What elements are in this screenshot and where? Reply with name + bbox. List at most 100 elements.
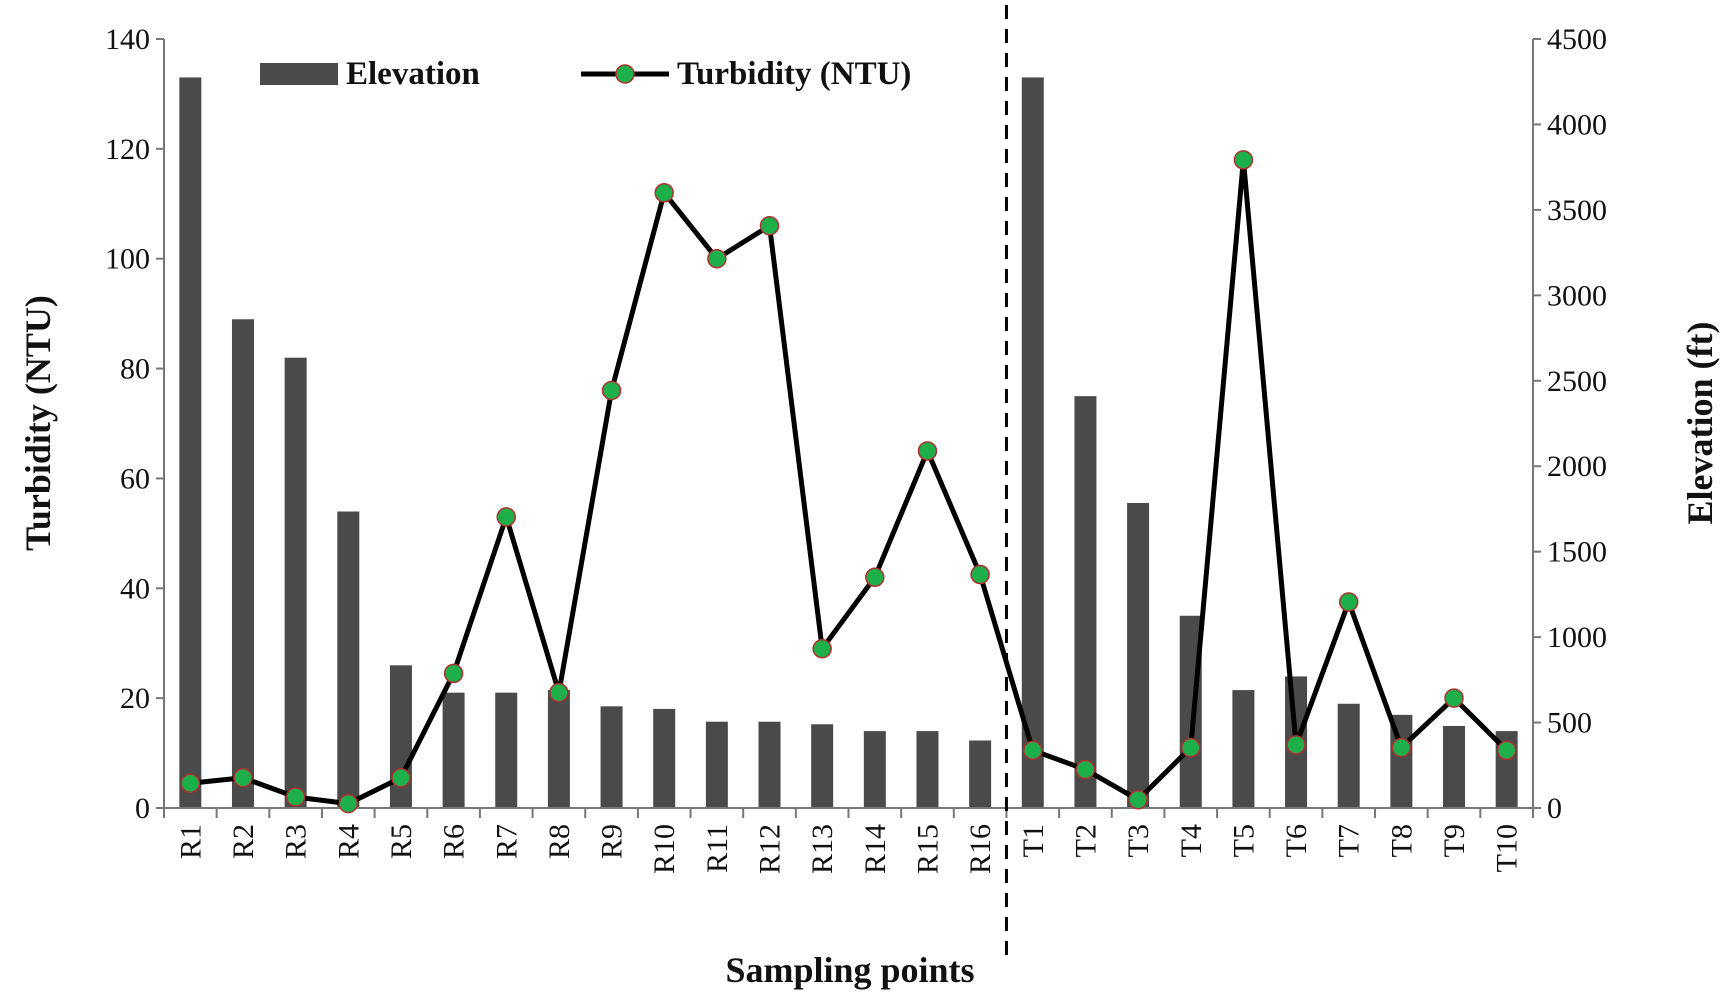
x-tick-label: T2 xyxy=(1069,824,1102,857)
x-tick-label: R3 xyxy=(280,824,313,859)
marker-T1 xyxy=(1023,740,1043,761)
marker-R3 xyxy=(285,787,306,807)
y-left-tick-label: 40 xyxy=(120,572,150,605)
marker-T9 xyxy=(1444,688,1464,708)
legend-elevation-label: Elevation xyxy=(346,56,480,92)
x-tick-label: R12 xyxy=(754,824,787,874)
x-tick-label: T3 xyxy=(1122,824,1155,857)
x-tick-label: R14 xyxy=(859,824,892,874)
x-tick-label: T7 xyxy=(1333,824,1366,857)
marker-T6 xyxy=(1286,735,1306,755)
marker-R14 xyxy=(865,567,885,588)
x-axis-title: Sampling points xyxy=(725,950,974,990)
x-tick-label: T10 xyxy=(1491,824,1524,872)
marker-R13 xyxy=(812,638,832,659)
y-right-tick-label: 3000 xyxy=(1547,279,1607,312)
y-right-tick-label: 4500 xyxy=(1547,23,1607,56)
marker-T2 xyxy=(1075,759,1096,780)
marker-T4 xyxy=(1181,737,1201,758)
bar-R9 xyxy=(600,706,623,808)
y-left-tick-label: 0 xyxy=(135,792,150,825)
bar-R6 xyxy=(442,692,465,808)
marker-R8 xyxy=(549,682,569,703)
y-right-tick-label: 4000 xyxy=(1547,108,1607,141)
bar-R14 xyxy=(863,731,886,808)
bar-R3 xyxy=(284,357,307,808)
x-tick-label: T4 xyxy=(1175,824,1208,857)
marker-R11 xyxy=(707,248,727,269)
bar-R12 xyxy=(758,721,781,808)
x-tick-label: R6 xyxy=(438,824,471,859)
y-left-tick-label: 100 xyxy=(105,243,150,276)
marker-T7 xyxy=(1338,592,1359,612)
marker-R12 xyxy=(759,216,780,236)
legend: Elevation Turbidity (NTU) xyxy=(260,56,911,92)
axes: 0 20 40 60 80 100 120 140 0 500 1000 1500 2000 2500 30… xyxy=(105,5,1607,960)
x-tick-label: T5 xyxy=(1227,824,1260,857)
y-right-tick-label: 0 xyxy=(1547,792,1562,825)
bar-R13 xyxy=(811,724,834,808)
bar-R11 xyxy=(705,721,728,808)
marker-R6 xyxy=(443,663,464,684)
legend-turbidity-label: Turbidity (NTU) xyxy=(677,56,911,92)
elevation-bars xyxy=(179,77,1518,808)
marker-T10 xyxy=(1496,740,1517,761)
x-tick-label: R5 xyxy=(385,824,418,859)
bar-T9 xyxy=(1443,725,1466,808)
x-tick-label: T9 xyxy=(1438,824,1471,857)
legend-elevation-swatch xyxy=(260,63,338,85)
y-left-tick-label: 120 xyxy=(105,133,150,166)
x-tick-label: R15 xyxy=(911,824,944,874)
marker-T8 xyxy=(1391,737,1412,758)
bar-R15 xyxy=(916,731,939,808)
x-tick-label: R10 xyxy=(648,824,681,874)
y-right-tick-label: 1000 xyxy=(1547,621,1607,654)
bar-T5 xyxy=(1232,690,1255,808)
turbidity-polyline xyxy=(190,157,1509,807)
marker-R7 xyxy=(496,507,516,527)
x-tick-label: T1 xyxy=(1017,824,1050,857)
bar-R10 xyxy=(653,708,676,808)
bar-R2 xyxy=(231,319,254,808)
marker-R10 xyxy=(654,183,674,203)
x-tick-label: R9 xyxy=(596,824,629,859)
marker-R5 xyxy=(391,768,411,788)
x-tick-label: T6 xyxy=(1280,824,1313,857)
bar-R7 xyxy=(495,692,518,808)
x-tick-label: T8 xyxy=(1385,824,1418,857)
marker-R9 xyxy=(601,380,622,401)
x-tick-label: R16 xyxy=(964,824,997,874)
x-tick-label: R4 xyxy=(332,824,365,859)
bar-T7 xyxy=(1337,703,1360,808)
y-right-tick-label: 1500 xyxy=(1547,536,1607,569)
y-left-tick-label: 60 xyxy=(120,462,150,495)
marker-R1 xyxy=(180,773,201,794)
marker-T3 xyxy=(1128,790,1148,810)
marker-R2 xyxy=(233,768,253,788)
y-left-title: Turbidity (NTU) xyxy=(18,295,58,551)
marker-R16 xyxy=(970,564,990,585)
x-tick-label: R13 xyxy=(806,824,839,874)
y-right-tick-label: 2500 xyxy=(1547,365,1607,398)
x-tick-label: R11 xyxy=(701,824,734,873)
y-right-tick-label: 500 xyxy=(1547,707,1592,740)
y-right-tick-label: 2000 xyxy=(1547,450,1607,483)
y-left-tick-label: 140 xyxy=(105,23,150,56)
marker-T5 xyxy=(1233,150,1254,170)
marker-R4 xyxy=(338,793,359,814)
x-tick-label: R7 xyxy=(490,824,523,859)
y-right-tick-label: 3500 xyxy=(1547,194,1607,227)
bar-T1 xyxy=(1021,77,1044,808)
x-tick-label: R8 xyxy=(543,824,576,859)
y-left-tick-label: 80 xyxy=(120,353,150,386)
y-right-title: Elevation (ft) xyxy=(1680,322,1720,525)
bar-R16 xyxy=(969,740,992,808)
x-tick-label: R1 xyxy=(174,824,207,859)
bar-R1 xyxy=(179,77,202,808)
marker-R15 xyxy=(917,441,938,461)
bar-T2 xyxy=(1074,396,1097,808)
bar-R4 xyxy=(337,511,360,808)
legend-turbidity-marker xyxy=(615,64,635,84)
bar-R8 xyxy=(547,690,570,808)
